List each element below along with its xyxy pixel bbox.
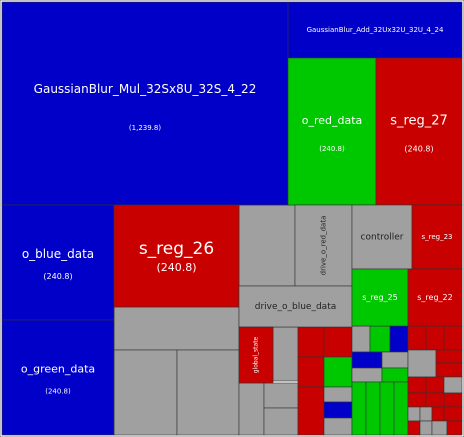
treemap-cell (263, 407, 299, 436)
cell-drive-o-blue-data (238, 285, 353, 328)
cell-s-reg-25 (351, 268, 409, 327)
treemap-cell (431, 406, 445, 422)
treemap-cell (425, 392, 445, 408)
treemap-cell (272, 326, 299, 382)
treemap-cell (297, 386, 325, 436)
treemap-cell (176, 349, 240, 436)
treemap-cell (323, 401, 353, 419)
treemap-cell (351, 325, 371, 353)
cell-s-reg-26 (113, 204, 240, 308)
treemap-cell (407, 420, 421, 436)
treemap-cell (263, 382, 299, 409)
cell-gaussianblur-add-32ux32u-32u-4-24 (287, 1, 463, 59)
value-s-reg-26: (240.8) (156, 261, 196, 274)
treemap-cell (351, 367, 383, 383)
cell-global-state (238, 326, 274, 384)
label-s-reg-22: s_reg_22 (417, 293, 452, 302)
treemap-cell (419, 420, 433, 436)
treemap-cell (381, 367, 409, 383)
treemap-cell (113, 349, 178, 436)
label-gaussianblur-add-32ux32u-32u-4-24: GaussianBlur_Add_32Ux32U_32U_4_24 (307, 26, 444, 34)
treemap-cell (323, 386, 353, 403)
cell-o-red-data (287, 57, 377, 206)
treemap-cell (238, 382, 265, 436)
cell-s-reg-27 (375, 57, 463, 206)
treemap-cell (443, 325, 463, 351)
value-s-reg-27: (240.8) (404, 145, 433, 154)
treemap-cell (431, 420, 448, 436)
cell-gaussianblur-mul-32sx8u-32s-4-22 (1, 1, 289, 206)
treemap-cell (351, 381, 367, 436)
label-s-reg-27: s_reg_27 (390, 114, 448, 129)
treemap-cell (407, 392, 427, 408)
label-o-red-data: o_red_data (302, 114, 363, 127)
value-gaussianblur-mul-32sx8u-32s-4-22: (1,239.8) (129, 124, 161, 132)
cell-s-reg-22 (407, 268, 463, 327)
treemap-cell (407, 376, 427, 394)
label-s-reg-26: s_reg_26 (139, 239, 214, 259)
treemap-cell (365, 381, 381, 436)
treemap-cell (323, 356, 353, 388)
treemap-cell (425, 376, 445, 394)
treemap-cell (297, 356, 325, 388)
treemap-cell (435, 349, 463, 364)
label-o-blue-data: o_blue_data (22, 247, 94, 261)
treemap-cell (389, 325, 409, 353)
treemap-cell (393, 381, 409, 436)
treemap-cell (446, 420, 463, 436)
treemap-cell (381, 351, 409, 369)
treemap-cell (323, 326, 353, 358)
cell-o-blue-data (1, 204, 115, 321)
treemap-cell (238, 204, 296, 287)
label-gaussianblur-mul-32sx8u-32s-4-22: GaussianBlur_Mul_32Sx8U_32S_4_22 (34, 82, 257, 96)
label-o-green-data: o_green_data (21, 362, 95, 375)
value-o-blue-data: (240.8) (43, 272, 72, 281)
treemap-cell (419, 406, 433, 422)
cell-o-green-data (1, 319, 115, 436)
value-o-red-data: (240.8) (319, 145, 345, 153)
treemap-cell (407, 406, 421, 422)
treemap-cell (407, 325, 427, 351)
treemap-cell (407, 349, 437, 378)
treemap-cell (379, 381, 395, 436)
treemap-cell (369, 325, 391, 353)
treemap-cell (297, 326, 325, 358)
treemap-cell (443, 392, 463, 408)
label-global-state: global_state (253, 336, 260, 373)
label-controller: controller (361, 233, 404, 243)
value-o-green-data: (240.8) (45, 387, 71, 395)
treemap-cell (435, 362, 463, 378)
treemap-cell (443, 376, 463, 394)
cell-drive-o-red-data (294, 204, 353, 287)
treemap-cell (443, 406, 463, 422)
label-s-reg-25: s_reg_25 (362, 293, 397, 302)
label-drive-o-blue-data: drive_o_blue_data (255, 302, 337, 312)
treemap-cell (351, 351, 383, 369)
label-drive-o-red-data: drive_o_red_data (320, 216, 328, 276)
treemap-cell (323, 417, 353, 436)
label-s-reg-23: s_reg_23 (421, 233, 452, 241)
cell-controller (351, 204, 413, 270)
treemap-cell (425, 325, 445, 351)
treemap-cell (113, 306, 240, 351)
